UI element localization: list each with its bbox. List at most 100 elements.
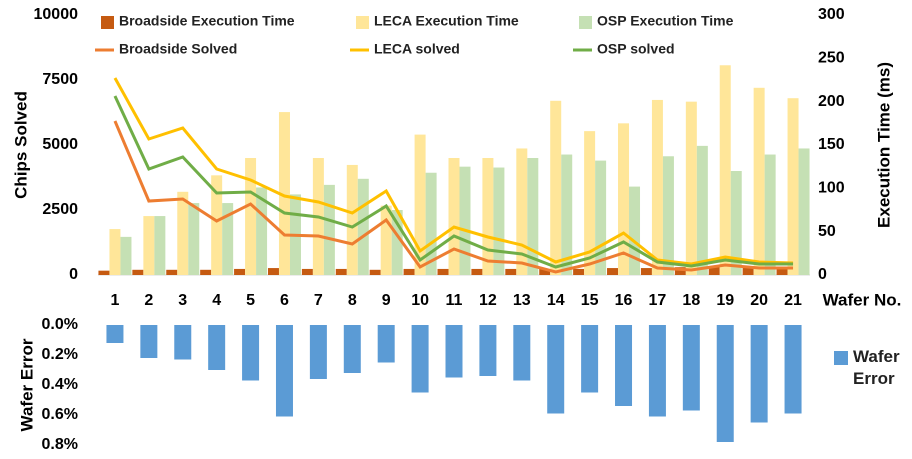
- bar: [414, 134, 426, 275]
- bar: [222, 203, 234, 275]
- x-tick-label: 14: [547, 292, 565, 309]
- bar: [357, 178, 369, 275]
- x-tick-label: 21: [784, 292, 802, 309]
- bar: [301, 268, 313, 275]
- bar: [550, 100, 562, 275]
- bar: [482, 158, 494, 275]
- bar: [411, 325, 429, 393]
- bar: [640, 268, 652, 275]
- bar: [343, 325, 361, 373]
- bar: [177, 191, 189, 275]
- bar: [615, 325, 633, 406]
- bar: [798, 148, 810, 275]
- bar: [573, 268, 585, 275]
- bar: [479, 325, 497, 376]
- x-tick-label: 9: [382, 292, 391, 309]
- legend-label: Broadside Execution Time: [119, 13, 295, 29]
- bar: [685, 101, 697, 276]
- line: [113, 95, 794, 269]
- bar: [98, 270, 110, 275]
- bar: [208, 325, 226, 370]
- bar: [369, 269, 381, 275]
- legend-swatch: [579, 16, 592, 29]
- x-tick-label: 10: [411, 292, 429, 309]
- legend-swatch: [834, 351, 848, 365]
- bar: [448, 158, 460, 275]
- x-axis-title: Wafer No.: [823, 290, 902, 309]
- bar: [682, 325, 700, 411]
- bar: [595, 160, 607, 275]
- x-tick-label: 17: [649, 292, 667, 309]
- x-tick-label: 20: [750, 292, 768, 309]
- y2-tick-label: 150: [818, 136, 845, 153]
- y-tick-label: 0.2%: [42, 346, 78, 363]
- bar: [346, 164, 358, 275]
- bar: [437, 268, 449, 275]
- bar: [547, 325, 565, 414]
- bar: [784, 325, 802, 414]
- bar: [143, 216, 155, 275]
- legend-label: LECA Execution Time: [374, 13, 519, 29]
- bar: [309, 325, 327, 379]
- x-tick-label: 12: [479, 292, 497, 309]
- y2-tick-label: 50: [818, 223, 836, 240]
- legend-swatch: [101, 16, 114, 29]
- bar: [234, 268, 246, 275]
- legend-label: LECA solved: [374, 41, 460, 57]
- bar: [787, 98, 799, 275]
- bar: [776, 267, 788, 275]
- x-tick-label: 19: [716, 292, 734, 309]
- bar: [256, 187, 268, 275]
- bar: [513, 325, 531, 381]
- legend-swatch: [834, 351, 848, 365]
- x-tick-label: 16: [615, 292, 633, 309]
- x-tick-label: 15: [581, 292, 599, 309]
- y-axis-title: Chips Solved: [11, 91, 30, 199]
- legend-label: Wafer Error: [853, 347, 900, 388]
- y-tick-label: 0.4%: [42, 376, 78, 393]
- bar: [200, 269, 212, 275]
- bar: [629, 186, 641, 275]
- line: [113, 120, 794, 274]
- x-tick-label: 18: [682, 292, 700, 309]
- y-tick-label: 7500: [42, 71, 78, 88]
- x-tick-label: 1: [110, 292, 119, 309]
- bar: [471, 268, 483, 275]
- y-tick-label: 5000: [42, 136, 78, 153]
- bar: [581, 325, 599, 393]
- bar: [742, 267, 754, 275]
- bar: [648, 325, 666, 417]
- bar: [459, 166, 471, 275]
- bar: [132, 269, 144, 275]
- y-tick-label: 0.8%: [42, 436, 78, 453]
- bar: [708, 266, 720, 275]
- bar: [380, 205, 392, 275]
- y-tick-label: 2500: [42, 201, 78, 218]
- bar: [174, 325, 192, 360]
- bar: [445, 325, 463, 378]
- x-tick-label: 3: [178, 292, 187, 309]
- bar: [391, 210, 403, 275]
- x-tick-label: 7: [314, 292, 323, 309]
- bar: [516, 148, 528, 275]
- bar: [674, 267, 686, 275]
- y-axis-title: Wafer Error: [17, 338, 36, 431]
- x-tick-label: 2: [144, 292, 153, 309]
- bar: [527, 158, 539, 275]
- x-tick-label: 11: [446, 292, 463, 309]
- x-tick-label: 4: [212, 292, 221, 309]
- bar: [166, 269, 178, 275]
- bar: [730, 171, 742, 275]
- bar: [716, 325, 734, 442]
- y-tick-label: 0: [69, 266, 78, 283]
- legend-swatch: [356, 16, 369, 29]
- bar: [140, 325, 158, 358]
- bar: [242, 325, 260, 381]
- bar: [750, 325, 768, 423]
- bar: [561, 154, 573, 275]
- y2-tick-label: 100: [818, 180, 845, 197]
- y2-tick-label: 250: [818, 50, 845, 67]
- bar: [607, 268, 619, 275]
- y2-tick-label: 200: [818, 93, 845, 110]
- bar: [245, 158, 257, 275]
